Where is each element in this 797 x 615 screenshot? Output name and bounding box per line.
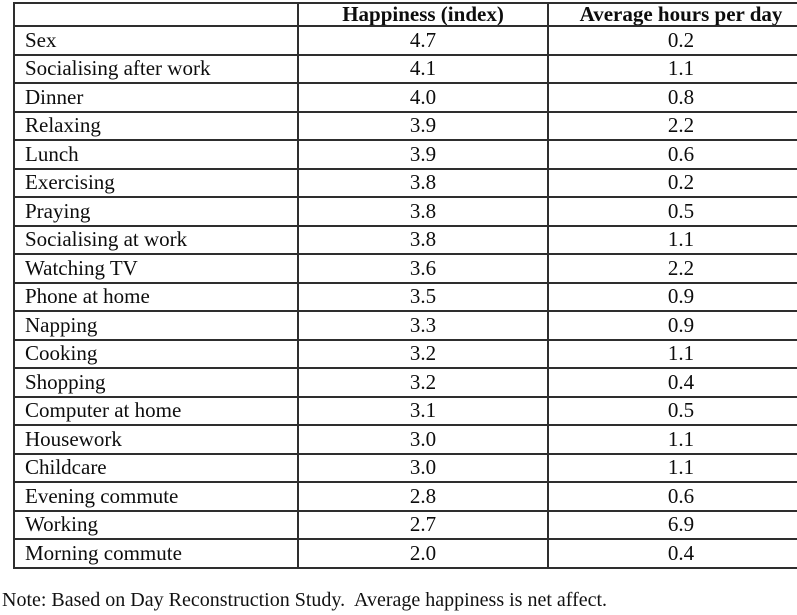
table-row: Housework 3.0 1.1 — [13, 424, 797, 455]
table-row: Morning commute 2.0 0.4 — [13, 538, 797, 569]
table-row: Cooking 3.2 1.1 — [13, 338, 797, 369]
activity-cell: Computer at home — [13, 395, 299, 426]
table-row: Exercising 3.8 0.2 — [13, 167, 797, 198]
hours-value-cell: 0.2 — [547, 167, 797, 198]
activity-cell: Lunch — [13, 139, 299, 170]
hours-value-cell: 0.6 — [547, 139, 797, 170]
happiness-value-cell: 3.6 — [297, 253, 549, 284]
activity-cell: Housework — [13, 424, 299, 455]
activity-cell: Socialising at work — [13, 224, 299, 255]
activity-cell: Praying — [13, 196, 299, 227]
happiness-value-cell: 2.7 — [297, 509, 549, 540]
activity-cell: Phone at home — [13, 281, 299, 312]
happiness-value-cell: 2.8 — [297, 481, 549, 512]
activity-cell: Napping — [13, 310, 299, 341]
hours-value-cell: 2.2 — [547, 253, 797, 284]
header-row: Happiness (index) Average hours per day — [13, 2, 797, 27]
hours-value-cell: 0.4 — [547, 538, 797, 569]
hours-value-cell: 0.5 — [547, 395, 797, 426]
table-row: Dinner 4.0 0.8 — [13, 82, 797, 113]
happiness-value-cell: 3.8 — [297, 224, 549, 255]
hours-value-cell: 0.8 — [547, 82, 797, 113]
happiness-value-cell: 3.8 — [297, 167, 549, 198]
happiness-value-cell: 3.9 — [297, 110, 549, 141]
happiness-value-cell: 2.0 — [297, 538, 549, 569]
hours-value-cell: 0.2 — [547, 25, 797, 56]
activity-cell: Relaxing — [13, 110, 299, 141]
table-row: Socialising after work 4.1 1.1 — [13, 53, 797, 84]
happiness-value-cell: 3.0 — [297, 452, 549, 483]
hours-value-cell: 6.9 — [547, 509, 797, 540]
hours-value-cell: 1.1 — [547, 53, 797, 84]
activity-cell: Childcare — [13, 452, 299, 483]
table-row: Computer at home 3.1 0.5 — [13, 395, 797, 426]
hours-value-cell: 1.1 — [547, 424, 797, 455]
happiness-value-cell: 3.0 — [297, 424, 549, 455]
table-row: Childcare 3.0 1.1 — [13, 452, 797, 483]
happiness-value-cell: 3.2 — [297, 367, 549, 398]
hours-value-cell: 0.9 — [547, 310, 797, 341]
hours-value-cell: 1.1 — [547, 224, 797, 255]
table-row: Relaxing 3.9 2.2 — [13, 110, 797, 141]
happiness-value-cell: 3.5 — [297, 281, 549, 312]
hours-value-cell: 0.5 — [547, 196, 797, 227]
header-average-hours-per-day: Average hours per day — [547, 2, 797, 27]
footnote: Note: Based on Day Reconstruction Study.… — [2, 589, 608, 611]
table-row: Praying 3.8 0.5 — [13, 196, 797, 227]
activity-cell: Cooking — [13, 338, 299, 369]
hours-value-cell: 1.1 — [547, 338, 797, 369]
activity-cell: Dinner — [13, 82, 299, 113]
hours-value-cell: 1.1 — [547, 452, 797, 483]
table-row: Phone at home 3.5 0.9 — [13, 281, 797, 312]
happiness-value-cell: 4.1 — [297, 53, 549, 84]
header-activity-cell — [13, 2, 299, 27]
table-row: Lunch 3.9 0.6 — [13, 139, 797, 170]
happiness-value-cell: 4.7 — [297, 25, 549, 56]
table-row: Working 2.7 6.9 — [13, 509, 797, 540]
hours-value-cell: 0.9 — [547, 281, 797, 312]
table-row: Watching TV 3.6 2.2 — [13, 253, 797, 284]
header-happiness-index: Happiness (index) — [297, 2, 549, 27]
activity-cell: Sex — [13, 25, 299, 56]
activities-happiness-table: Happiness (index) Average hours per day … — [13, 2, 797, 569]
table-row: Shopping 3.2 0.4 — [13, 367, 797, 398]
activity-cell: Morning commute — [13, 538, 299, 569]
happiness-value-cell: 3.2 — [297, 338, 549, 369]
activity-cell: Watching TV — [13, 253, 299, 284]
hours-value-cell: 0.6 — [547, 481, 797, 512]
activity-cell: Shopping — [13, 367, 299, 398]
table-body: Sex 4.7 0.2 Socialising after work 4.1 1.1 Din… — [13, 25, 797, 569]
happiness-value-cell: 3.1 — [297, 395, 549, 426]
activity-cell: Exercising — [13, 167, 299, 198]
table-row: Sex 4.7 0.2 — [13, 25, 797, 56]
happiness-value-cell: 4.0 — [297, 82, 549, 113]
activity-cell: Evening commute — [13, 481, 299, 512]
table-row: Socialising at work 3.8 1.1 — [13, 224, 797, 255]
hours-value-cell: 2.2 — [547, 110, 797, 141]
hours-value-cell: 0.4 — [547, 367, 797, 398]
activity-cell: Socialising after work — [13, 53, 299, 84]
activity-cell: Working — [13, 509, 299, 540]
happiness-value-cell: 3.9 — [297, 139, 549, 170]
happiness-value-cell: 3.8 — [297, 196, 549, 227]
happiness-value-cell: 3.3 — [297, 310, 549, 341]
table-row: Napping 3.3 0.9 — [13, 310, 797, 341]
table-row: Evening commute 2.8 0.6 — [13, 481, 797, 512]
